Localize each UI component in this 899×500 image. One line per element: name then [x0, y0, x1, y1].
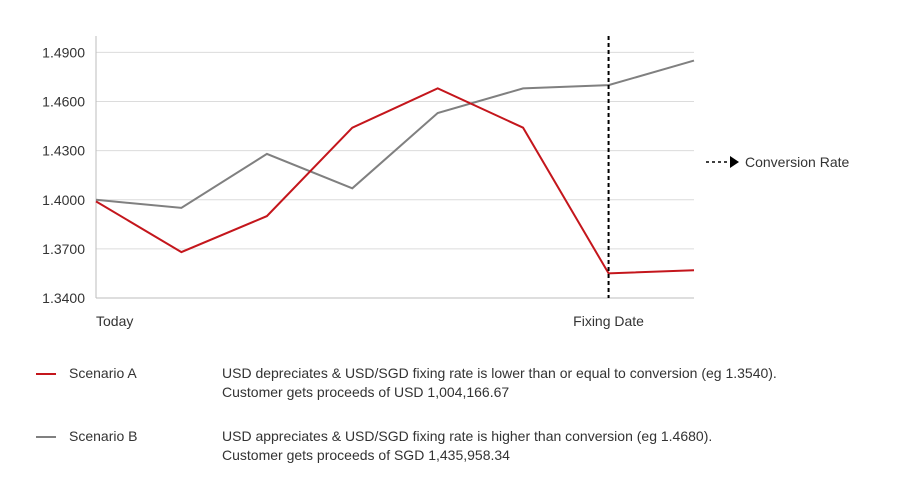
conversion-rate-marker: Conversion Rate — [607, 36, 849, 298]
scenario-a-description-line: USD depreciates & USD/SGD fixing rate is… — [222, 365, 777, 381]
y-tick-label: 1.4000 — [42, 192, 85, 208]
y-tick-label: 1.4600 — [42, 94, 85, 110]
series-line-scenario-a — [95, 87, 695, 275]
scenario-a-description: USD depreciates & USD/SGD fixing rate is… — [222, 364, 882, 402]
y-tick-label: 1.3700 — [42, 241, 85, 257]
fx-line-chart: Conversion Rate 1.3400 1.3700 1.4000 1.4300… — [42, 36, 849, 329]
y-tick-label: 1.4300 — [42, 143, 85, 159]
x-tick-label: Today — [96, 313, 133, 329]
scenario-b-swatch — [36, 436, 56, 438]
scenario-a-description-line: Customer gets proceeds of USD 1,004,166.… — [222, 384, 510, 400]
scenario-b-description: USD appreciates & USD/SGD fixing rate is… — [222, 427, 882, 465]
tick-labels: 1.3400 1.3700 1.4000 1.4300 1.4600 1.4900 Toda… — [42, 44, 644, 329]
legend-label-scenario-b: Scenario B — [69, 428, 138, 444]
conversion-rate-label: Conversion Rate — [745, 154, 849, 170]
scenario-b-description-line: Customer gets proceeds of SGD 1,435,958.… — [222, 447, 510, 463]
series-line-scenario-b — [95, 59, 695, 209]
x-tick-label: Fixing Date — [573, 313, 644, 329]
y-tick-label: 1.3400 — [42, 290, 85, 306]
series-lines — [95, 59, 695, 275]
scenario-a-swatch — [36, 373, 56, 375]
axes — [95, 36, 694, 299]
legend-label-scenario-a: Scenario A — [69, 365, 137, 381]
y-tick-label: 1.4900 — [42, 44, 85, 60]
scenario-b-description-line: USD appreciates & USD/SGD fixing rate is… — [222, 428, 713, 444]
arrow-right-icon — [730, 156, 739, 168]
